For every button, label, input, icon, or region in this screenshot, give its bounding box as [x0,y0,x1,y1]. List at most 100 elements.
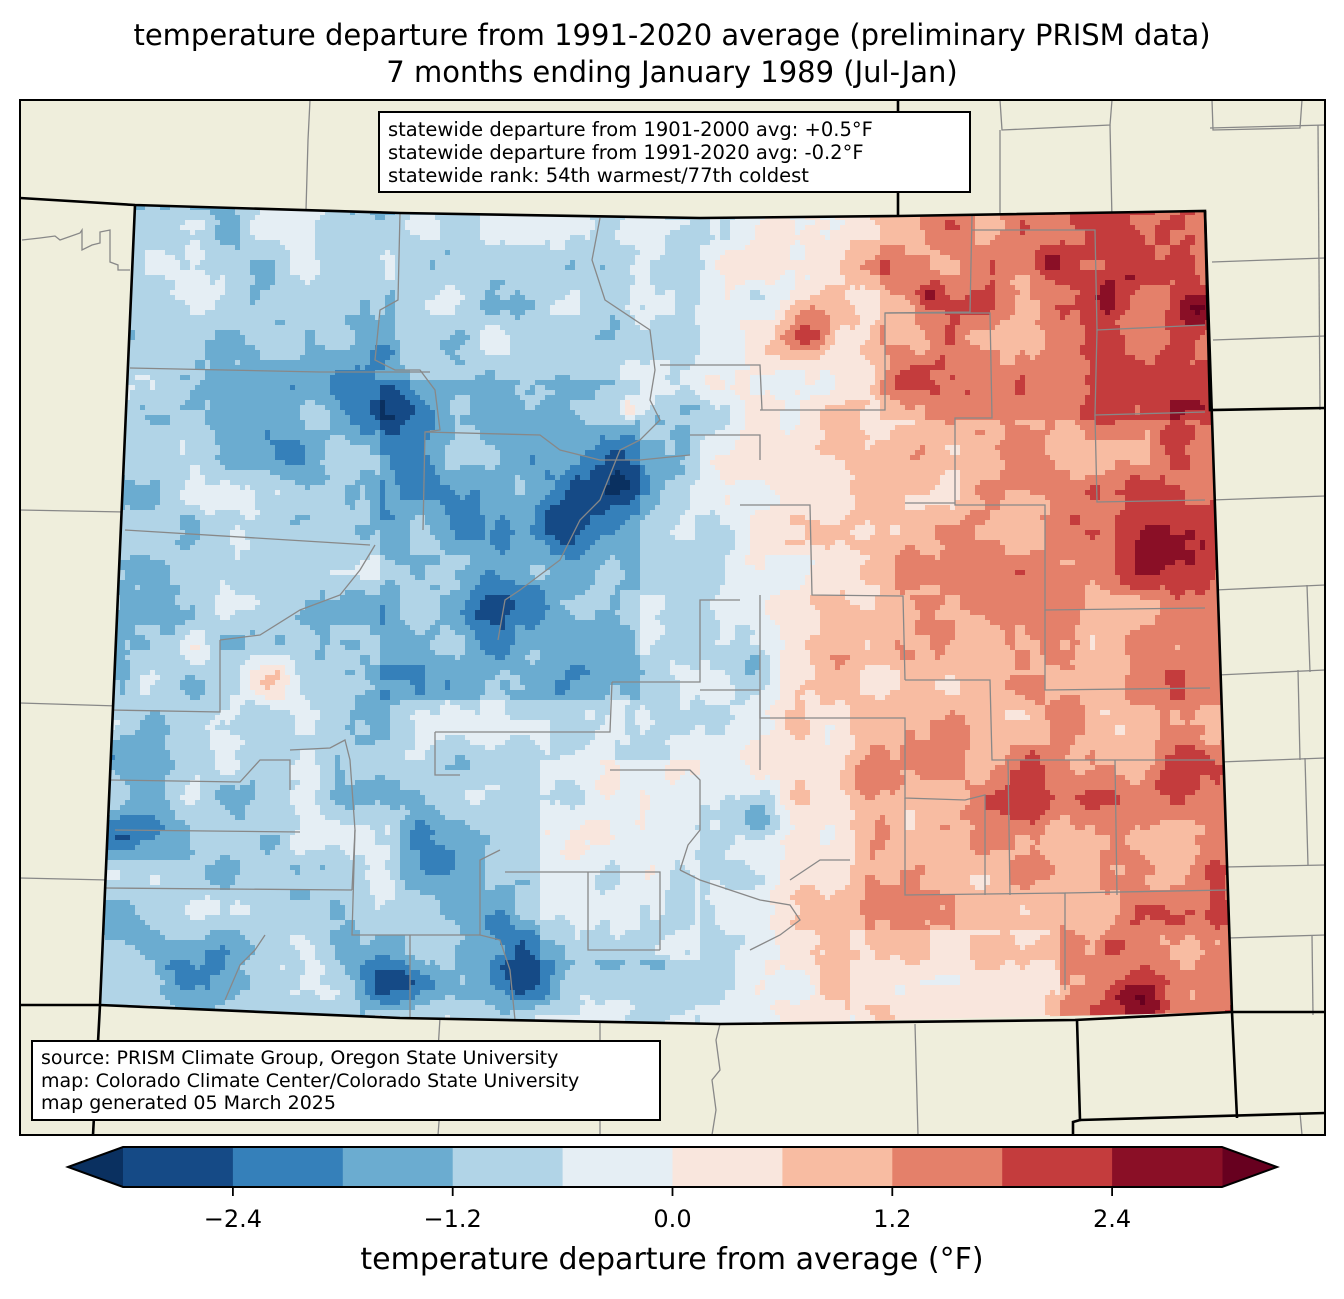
field-cell [890,360,936,366]
field-cell [1155,245,1171,251]
field-cell [750,390,766,396]
field-cell [340,845,391,851]
field-cell [745,810,766,816]
field-cell [1115,980,1171,986]
field-cell [405,395,421,401]
field-cell [700,950,736,956]
field-cell [1150,915,1186,921]
field-cell [830,655,851,661]
field-cell [960,595,1086,601]
field-cell [775,800,781,806]
field-cell [465,795,486,801]
field-cell [505,945,516,951]
field-cell [465,620,491,626]
field-cell [1210,775,1221,781]
field-cell [200,645,211,651]
field-cell [515,315,521,321]
field-cell [670,780,676,786]
field-cell [785,720,811,726]
field-cell [1160,220,1186,226]
field-cell [865,260,881,266]
field-cell [870,535,936,541]
field-cell [875,380,881,386]
field-cell [490,620,506,626]
field-cell [825,730,831,736]
field-cell [1135,355,1156,361]
field-cell [430,260,436,266]
field-cell [165,795,181,801]
field-cell [1100,875,1146,881]
field-cell [245,810,296,816]
field-cell [890,430,976,436]
field-cell [100,900,131,906]
field-cell [425,800,471,806]
field-cell [440,500,481,506]
field-cell [925,235,976,241]
field-cell [1050,805,1086,811]
field-cell [400,805,406,811]
field-cell [185,245,201,251]
field-cell [885,695,1026,701]
field-cell [810,725,826,731]
field-cell [200,695,231,701]
field-cell [470,825,541,831]
field-cell [135,945,221,951]
field-cell [560,475,576,481]
field-cell [745,815,771,821]
field-cell [1010,780,1046,786]
field-cell [935,975,961,981]
field-cell [780,675,816,681]
field-cell [735,960,766,966]
field-cell [1040,325,1086,331]
field-cell [845,220,876,226]
field-cell [220,885,231,891]
field-cell [820,625,916,631]
field-cell [455,530,486,536]
field-cell [700,270,721,276]
field-cell [640,655,751,661]
field-cell [360,975,376,981]
field-cell [960,445,996,451]
field-cell [290,840,376,846]
field-cell [700,810,746,816]
field-cell [1030,290,1081,296]
field-cell [790,790,811,796]
field-cell [955,675,1011,681]
field-cell [700,925,721,931]
field-cell [680,370,736,376]
field-cell [640,250,666,256]
field-cell [380,255,396,261]
field-cell [1000,505,1051,511]
field-cell [1095,640,1126,646]
field-cell [825,725,836,731]
field-cell [735,715,771,721]
field-cell [1165,755,1211,761]
field-cell [570,480,611,486]
field-cell [170,805,226,811]
field-cell [480,800,541,806]
field-cell [385,400,411,406]
field-cell [820,830,836,836]
field-cell [550,490,566,496]
field-cell [760,665,771,671]
field-cell [255,515,296,521]
field-cell [825,310,856,316]
field-cell [375,375,411,381]
field-cell [350,415,376,421]
field-cell [765,610,821,616]
field-cell [485,440,601,446]
field-cell [580,300,631,306]
field-cell [250,800,291,806]
field-cell [1035,700,1046,706]
field-cell [515,900,541,906]
field-cell [1115,515,1226,521]
field-cell [1155,250,1171,256]
field-cell [100,915,141,921]
field-cell [1045,255,1061,261]
field-cell [495,935,541,941]
field-cell [610,860,616,866]
field-cell [190,545,236,551]
field-cell [975,225,1006,231]
field-cell [365,980,376,986]
field-cell [1125,480,1166,486]
